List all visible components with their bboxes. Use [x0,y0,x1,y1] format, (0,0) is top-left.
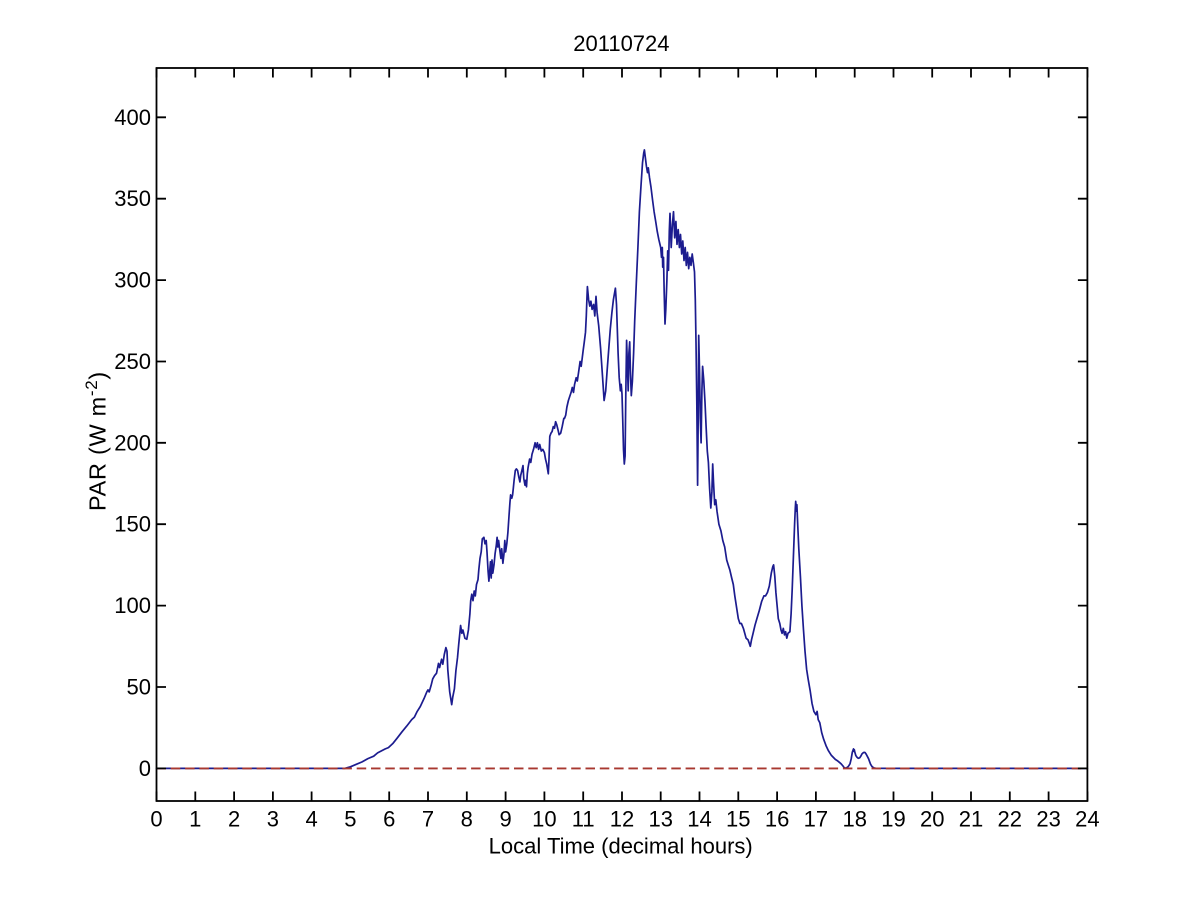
svg-text:23: 23 [1036,807,1060,832]
svg-text:17: 17 [804,807,828,832]
svg-text:20: 20 [920,807,944,832]
svg-text:7: 7 [422,807,434,832]
svg-text:18: 18 [842,807,866,832]
svg-text:24: 24 [1075,807,1099,832]
svg-text:0: 0 [150,807,162,832]
svg-text:2: 2 [228,807,240,832]
svg-text:8: 8 [461,807,473,832]
svg-text:12: 12 [610,807,634,832]
svg-text:Local Time (decimal hours): Local Time (decimal hours) [489,834,753,859]
svg-text:13: 13 [648,807,672,832]
svg-text:300: 300 [114,268,151,293]
svg-text:5: 5 [344,807,356,832]
svg-text:19: 19 [881,807,905,832]
svg-text:9: 9 [499,807,511,832]
svg-text:6: 6 [383,807,395,832]
svg-text:150: 150 [114,512,151,537]
svg-text:250: 250 [114,349,151,374]
svg-text:1: 1 [189,807,201,832]
svg-text:50: 50 [127,675,151,700]
svg-text:16: 16 [765,807,789,832]
svg-text:4: 4 [305,807,317,832]
svg-text:21: 21 [959,807,983,832]
svg-text:100: 100 [114,593,151,618]
svg-text:400: 400 [114,105,151,130]
svg-text:10: 10 [532,807,556,832]
svg-text:14: 14 [687,807,711,832]
svg-text:3: 3 [267,807,279,832]
svg-text:350: 350 [114,186,151,211]
svg-text:11: 11 [572,807,595,832]
svg-text:0: 0 [139,756,151,781]
svg-text:15: 15 [726,807,750,832]
svg-text:20110724: 20110724 [573,31,669,56]
svg-text:200: 200 [114,430,151,455]
svg-text:22: 22 [998,807,1022,832]
